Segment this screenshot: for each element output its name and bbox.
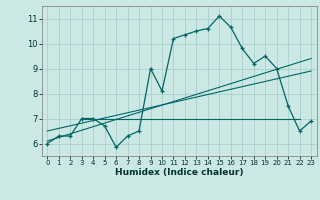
X-axis label: Humidex (Indice chaleur): Humidex (Indice chaleur) [115,168,244,177]
